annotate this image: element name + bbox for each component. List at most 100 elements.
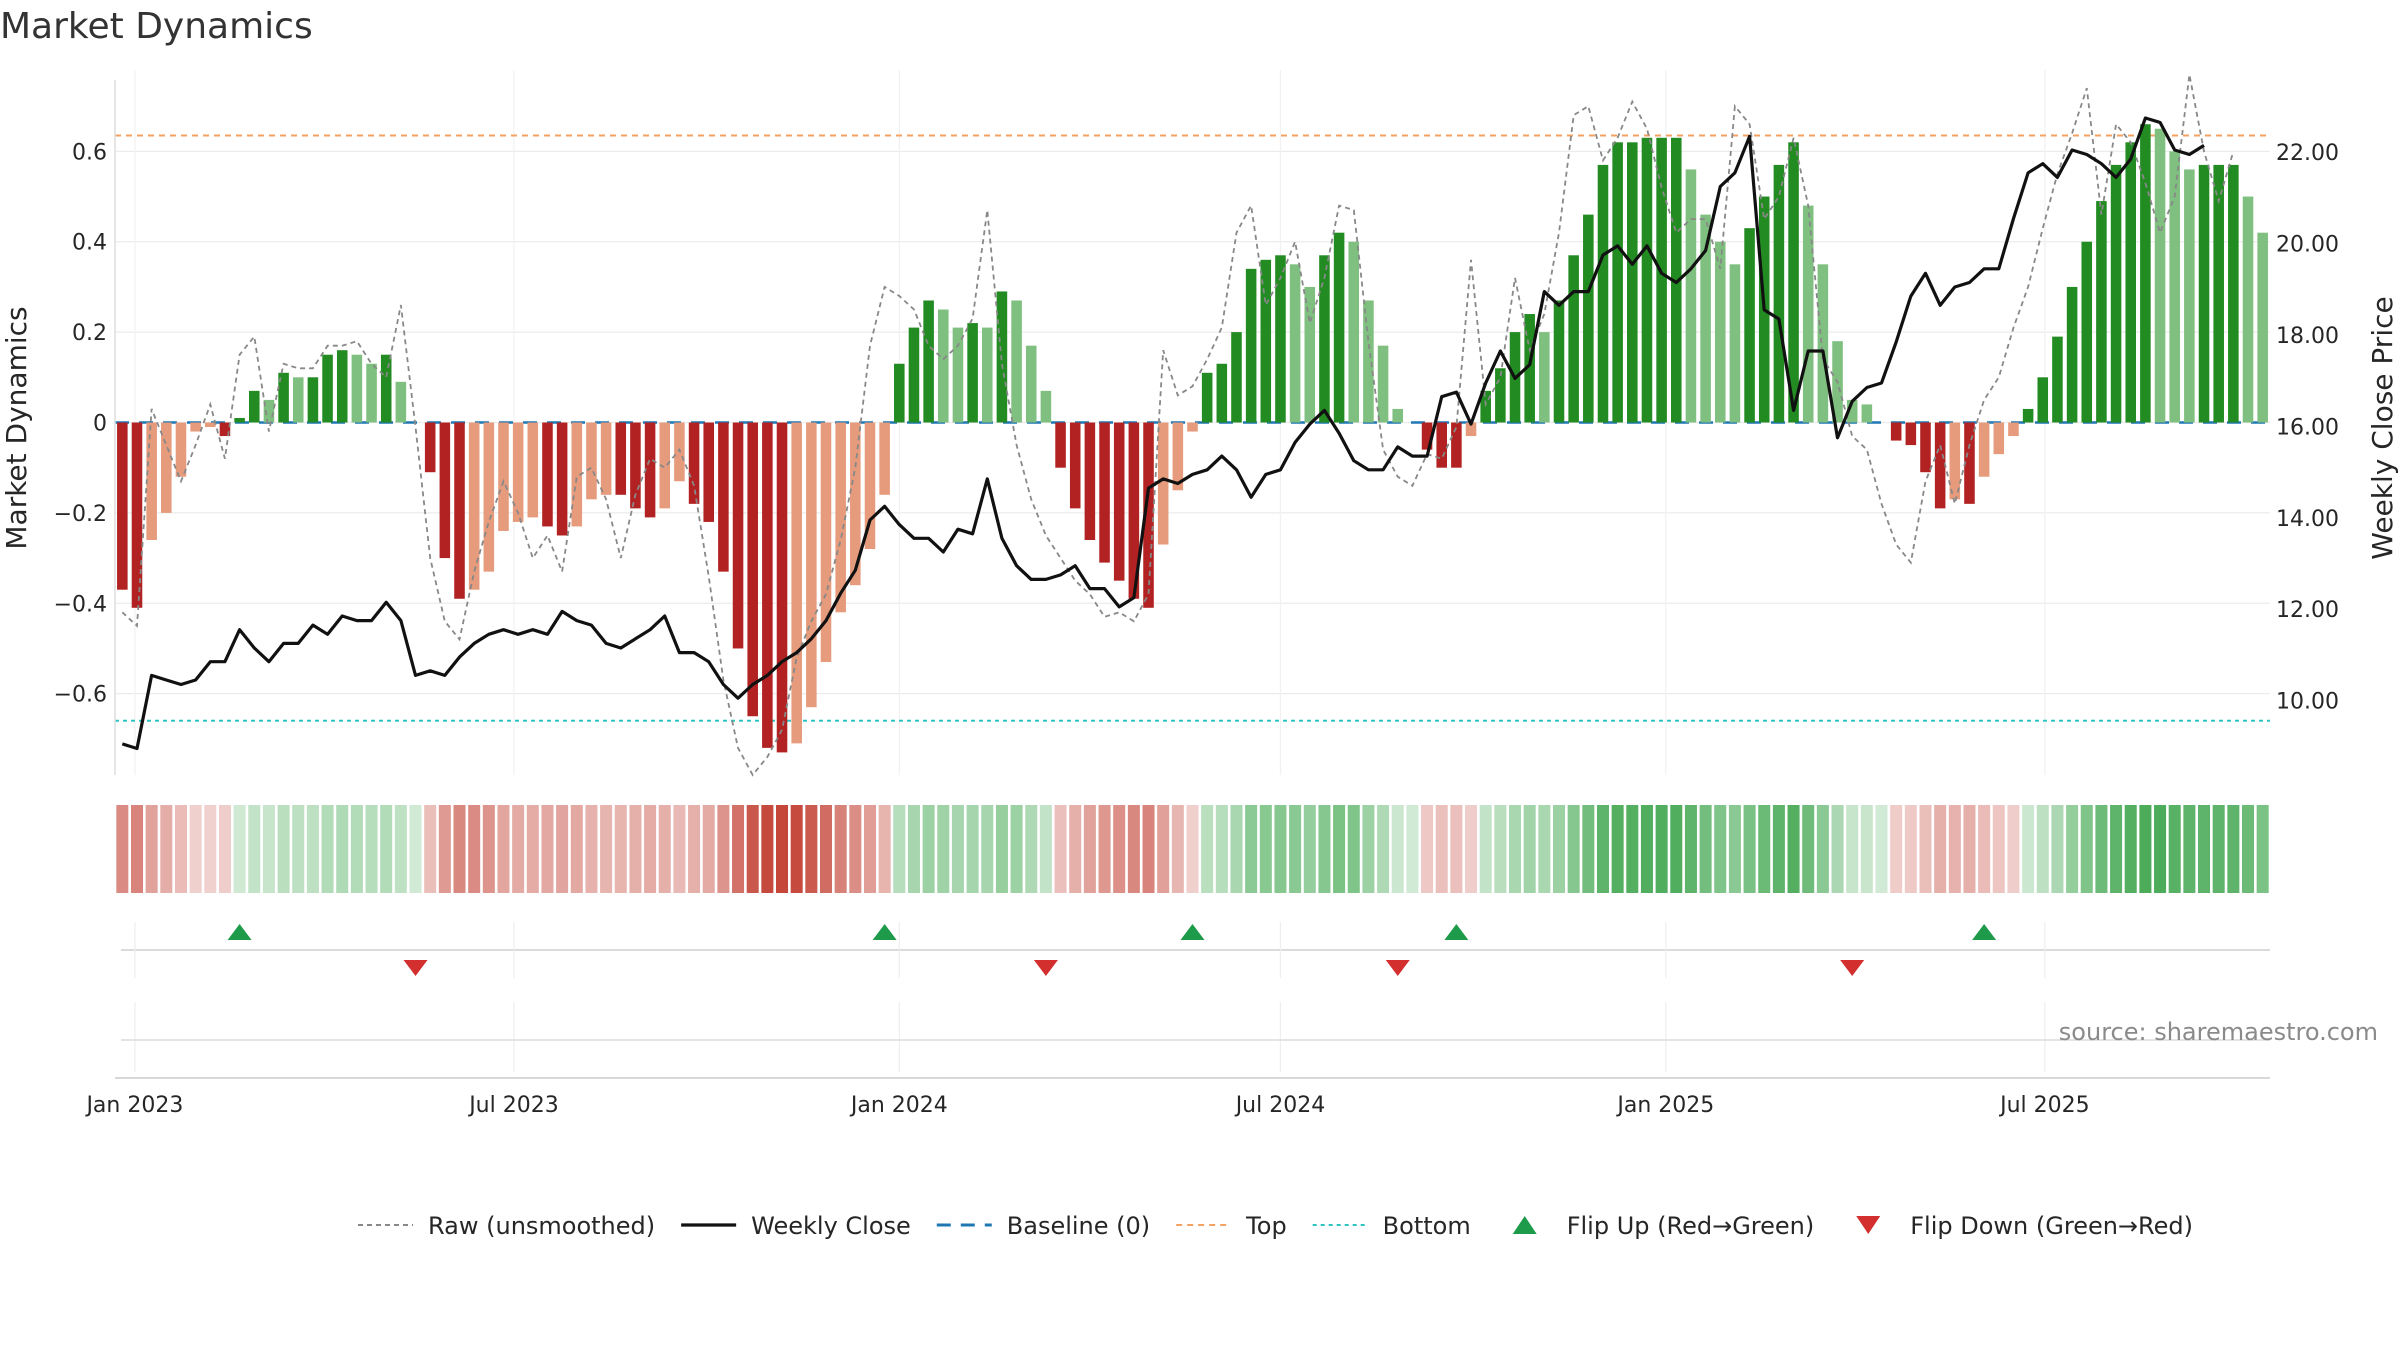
dynamics-bar: [1670, 137, 1682, 423]
dynamics-bar: [1568, 255, 1579, 423]
regime-cell: [1831, 805, 1844, 893]
regime-cell: [497, 805, 510, 893]
dynamics-bar: [1201, 372, 1213, 423]
regime-cell: [1596, 805, 1609, 893]
right-tick-label: 16.00: [2276, 415, 2339, 440]
legend: Raw (unsmoothed) Weekly Close Baseline (0)…: [358, 1212, 2193, 1240]
regime-cell: [365, 805, 378, 893]
dynamics-bar: [1187, 422, 1198, 432]
regime-cell: [644, 805, 657, 893]
regime-cell: [966, 805, 979, 893]
regime-cell: [1039, 805, 1052, 893]
right-tick-label: 18.00: [2276, 324, 2339, 349]
dynamics-bar: [1905, 422, 1917, 446]
regime-cell: [805, 805, 818, 893]
regime-cell: [834, 805, 847, 893]
regime-cell: [1245, 805, 1258, 893]
dynamics-bar: [1289, 264, 1301, 423]
dynamics-bar: [2140, 124, 2151, 423]
regime-cell: [1846, 805, 1859, 893]
dynamics-bar: [718, 422, 729, 572]
regime-cell: [922, 805, 935, 893]
flip-down-marker: [1840, 960, 1865, 976]
dynamics-bar: [1260, 259, 1272, 423]
regime-cell: [512, 805, 525, 893]
regime-cell: [893, 805, 906, 893]
regime-cell: [394, 805, 407, 893]
dynamics-bar: [1421, 422, 1433, 450]
regime-cell: [2095, 805, 2108, 893]
regime-cell: [1934, 805, 1947, 893]
regime-cell: [1772, 805, 1785, 893]
flip-up-marker: [1444, 924, 1469, 940]
regime-cell: [2007, 805, 2020, 893]
dynamics-bar: [1978, 422, 1990, 477]
dynamics-bar: [219, 422, 231, 437]
dynamics-bar: [1524, 314, 1535, 423]
dynamics-bar: [703, 422, 715, 522]
dynamics-bar: [600, 422, 612, 495]
regime-cell: [204, 805, 217, 893]
regime-cell: [614, 805, 627, 893]
dynamics-bar: [1333, 232, 1345, 423]
regime-cell: [746, 805, 759, 893]
left-tick-label: −0.6: [54, 683, 107, 708]
dynamics-bar: [850, 422, 861, 586]
dynamics-bar: [1348, 241, 1360, 423]
regime-cell: [189, 805, 202, 893]
regime-cell: [688, 805, 701, 893]
regime-cell: [1890, 805, 1903, 893]
regime-cell: [2022, 805, 2035, 893]
regime-cell: [2168, 805, 2181, 893]
regime-cell: [438, 805, 451, 893]
dynamics-bar: [1920, 422, 1931, 473]
right-axis-label: Weekly Close Price: [2366, 296, 2399, 559]
dynamics-bar: [659, 422, 671, 509]
regime-cell: [658, 805, 671, 893]
regime-cell: [2198, 805, 2211, 893]
dynamics-bar: [1802, 205, 1814, 423]
dynamics-bar: [1011, 300, 1022, 423]
regime-cell: [2212, 805, 2225, 893]
dynamics-bar: [1128, 422, 1140, 599]
regime-cell: [849, 805, 862, 893]
regime-cell: [145, 805, 158, 893]
regime-cell: [2183, 805, 2196, 893]
regime-cell: [1567, 805, 1580, 893]
dynamics-bar: [1069, 422, 1081, 509]
dynamics-bar: [292, 377, 304, 423]
left-tick-label: 0: [93, 412, 107, 437]
dynamics-bar: [571, 422, 583, 527]
dynamics-bar: [1495, 368, 1506, 423]
regime-cell: [1347, 805, 1360, 893]
dynamics-bar: [776, 422, 788, 753]
dynamics-bar: [806, 422, 817, 708]
regime-cell: [1640, 805, 1653, 893]
dynamics-bar: [938, 309, 949, 423]
regime-cell: [350, 805, 363, 893]
regime-cell: [819, 805, 833, 893]
dynamics-bar: [542, 422, 553, 527]
dynamics-bar: [1685, 169, 1697, 423]
dynamics-bar: [1055, 422, 1066, 468]
regime-cell: [1948, 805, 1961, 893]
regime-cell: [1992, 805, 2005, 893]
dynamics-bar: [322, 354, 333, 423]
regime-cell: [600, 805, 613, 893]
dynamics-bar: [512, 422, 524, 522]
regime-cell: [2124, 805, 2137, 893]
regime-cell: [2036, 805, 2049, 893]
regime-cell: [1816, 805, 1829, 893]
regime-cell: [1552, 805, 1566, 893]
regime-cell: [1127, 805, 1140, 893]
regime-cell: [468, 805, 481, 893]
right-tick-label: 12.00: [2276, 598, 2339, 623]
dynamics-bar: [586, 422, 597, 500]
dynamics-bar: [1788, 142, 1799, 423]
regime-cell: [233, 805, 246, 893]
right-tick-label: 22.00: [2276, 141, 2339, 166]
regime-cell: [541, 805, 554, 893]
dynamics-bar: [820, 422, 832, 663]
legend-label: Weekly Close: [751, 1212, 911, 1240]
